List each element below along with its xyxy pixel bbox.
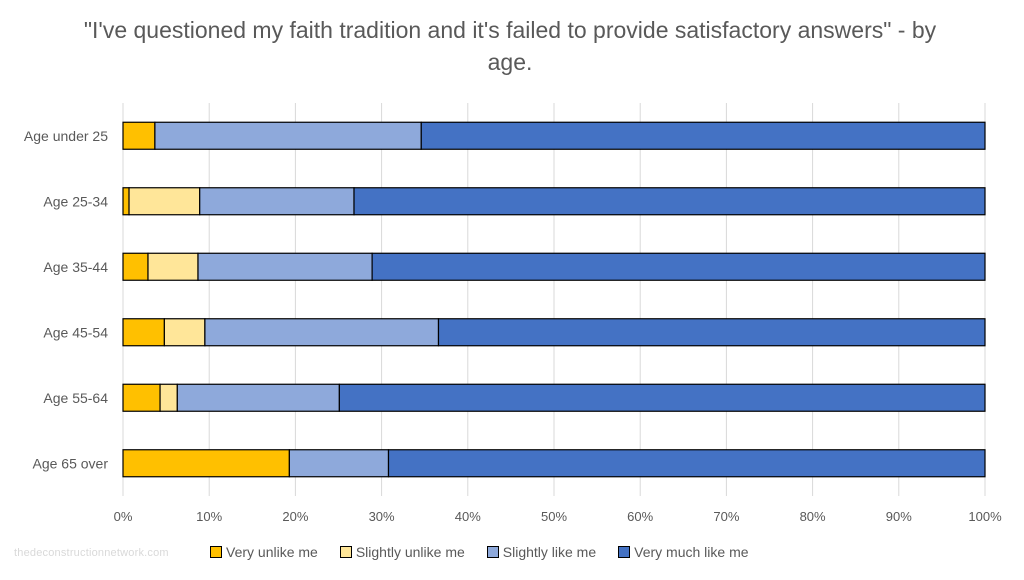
- x-tick-label: 40%: [455, 509, 481, 524]
- bar-segment: [353, 187, 986, 216]
- bar-segment: [176, 383, 340, 412]
- legend-swatch: [486, 546, 499, 558]
- bar-segment: [338, 383, 986, 412]
- legend-label: Very much like me: [634, 544, 749, 560]
- bar-segment: [387, 449, 986, 478]
- legend-swatch: [339, 546, 352, 558]
- x-tick-label: 10%: [196, 509, 222, 524]
- legend-label: Slightly unlike me: [355, 544, 465, 560]
- bar-segment: [197, 252, 373, 281]
- legend-item: Slightly unlike me: [339, 544, 465, 560]
- stacked-bar-chart: Age under 25 Age 25-34 Age 35-44 Age 45-54 A…: [24, 103, 1002, 524]
- bar-segment: [128, 187, 201, 216]
- bar-segment: [122, 121, 156, 150]
- y-category-label: Age 45-54: [43, 324, 108, 340]
- y-category-label: Age 25-34: [43, 193, 108, 209]
- bar-segment: [420, 121, 986, 150]
- bar-segment: [122, 252, 149, 281]
- watermark: thedeconstructionnetwork.com: [14, 547, 169, 559]
- bar-segment: [147, 252, 199, 281]
- x-tick-label: 80%: [800, 509, 826, 524]
- chart-legend: Very unlike me Slightly unlike me Slightly…: [210, 544, 749, 560]
- x-tick-label: 20%: [282, 509, 308, 524]
- bar-segment: [122, 187, 130, 216]
- bar-segment: [288, 449, 390, 478]
- x-tick-label: 90%: [886, 509, 912, 524]
- y-category-label: Age 35-44: [43, 259, 108, 275]
- y-category-label: Age 65 over: [33, 455, 109, 471]
- bar-segment: [204, 318, 440, 347]
- bar-segment: [159, 383, 178, 412]
- chart-title: "I've questioned my faith tradition and …: [83, 17, 937, 75]
- x-tick-label: 60%: [627, 509, 653, 524]
- x-tick-label: 30%: [369, 509, 395, 524]
- x-tick-label: 100%: [968, 509, 1002, 524]
- legend-swatch: [210, 546, 222, 558]
- bar-segment: [122, 449, 290, 478]
- x-tick-label: 0%: [114, 509, 133, 524]
- legend-label: Slightly like me: [502, 544, 597, 560]
- legend-item: Very much like me: [618, 544, 749, 560]
- x-tick-label: 50%: [541, 509, 567, 524]
- legend-label: Very unlike me: [226, 544, 318, 560]
- legend-item: Very unlike me: [210, 544, 318, 560]
- legend-swatch: [618, 546, 631, 558]
- y-category-label: Age under 25: [24, 128, 108, 144]
- bar-segment: [371, 252, 986, 281]
- bar-segment: [122, 383, 161, 412]
- bar-segment: [154, 121, 422, 150]
- legend-item: Slightly like me: [486, 544, 597, 560]
- bar-segment: [199, 187, 355, 216]
- bar-segment: [437, 318, 986, 347]
- x-tick-label: 70%: [713, 509, 739, 524]
- bar-segment: [122, 318, 165, 347]
- y-category-label: Age 55-64: [43, 390, 108, 406]
- bar-segment: [163, 318, 206, 347]
